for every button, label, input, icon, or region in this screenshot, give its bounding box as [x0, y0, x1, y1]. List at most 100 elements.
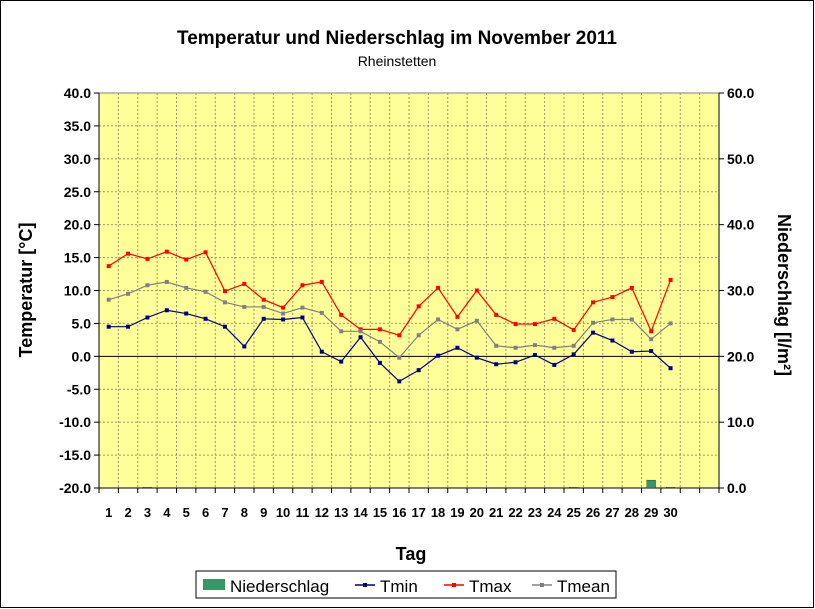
series-point-tmax	[339, 312, 344, 317]
legend-label-niederschlag: Niederschlag	[230, 577, 329, 596]
x-tick-label: 16	[392, 505, 406, 520]
y-tick-label: 10.0	[64, 283, 91, 299]
series-lines	[106, 249, 673, 384]
series-point-tmax	[203, 250, 208, 255]
series-point-tmean	[145, 283, 150, 288]
series-point-tmin	[222, 324, 227, 329]
series-point-tmax	[552, 316, 557, 321]
series-point-tmin	[164, 308, 169, 313]
series-point-tmin	[377, 360, 382, 365]
series-point-tmax	[416, 304, 421, 309]
x-tick-label: 10	[276, 505, 290, 520]
series-point-tmin	[513, 360, 518, 365]
axes: 40.035.030.025.020.015.010.05.00.0-5.0-1…	[59, 85, 754, 520]
x-tick-label: 13	[334, 505, 348, 520]
x-tick-label: 17	[411, 505, 425, 520]
y-tick-label: 35.0	[64, 118, 91, 134]
series-point-tmax	[319, 279, 324, 284]
y2-tick-label: 60.0	[727, 85, 754, 101]
x-tick-label: 2	[124, 505, 131, 520]
legend: Niederschlag Tmin Tmax Tmean	[203, 577, 610, 596]
series-point-tmean	[397, 355, 402, 360]
y-tick-label: 0.0	[72, 348, 92, 364]
precipitation-bar	[666, 487, 676, 489]
series-point-tmean	[668, 321, 673, 326]
series-point-tmin	[106, 324, 111, 329]
x-tick-label: 7	[221, 505, 228, 520]
series-point-tmin	[455, 345, 460, 350]
series-point-tmean	[358, 329, 363, 334]
precipitation-bar	[569, 487, 579, 489]
series-line-tmean	[108, 281, 671, 359]
x-tick-label: 29	[644, 505, 658, 520]
chart-subtitle: Rheinstetten	[358, 53, 437, 69]
series-point-tmean	[436, 317, 441, 322]
series-point-tmax	[300, 283, 305, 288]
y2-tick-label: 40.0	[727, 217, 754, 233]
y2-tick-label: 30.0	[727, 283, 754, 299]
x-tick-label: 22	[508, 505, 522, 520]
series-point-tmin	[184, 311, 189, 316]
series-point-tmax	[436, 285, 441, 290]
series-point-tmin	[397, 379, 402, 384]
series-point-tmean	[164, 279, 169, 284]
precipitation-bars	[142, 479, 676, 489]
series-point-tmax	[668, 277, 673, 282]
x-tick-label: 8	[241, 505, 248, 520]
y2-tick-label: 20.0	[727, 348, 754, 364]
x-tick-label: 3	[144, 505, 151, 520]
series-point-tmin	[300, 315, 305, 320]
series-point-tmean	[629, 317, 634, 322]
series-point-tmin	[532, 353, 537, 358]
x-tick-label: 25	[566, 505, 580, 520]
series-point-tmin	[610, 338, 615, 343]
y-tick-label: 20.0	[64, 217, 91, 233]
series-point-tmean	[532, 343, 537, 348]
series-point-tmean	[494, 343, 499, 348]
series-point-tmin	[358, 335, 363, 340]
series-point-tmax	[281, 305, 286, 310]
x-tick-label: 5	[183, 505, 190, 520]
y2-axis-label: Niederschlag [l/m²]	[774, 214, 794, 376]
series-point-tmax	[242, 281, 247, 286]
series-point-tmax	[397, 333, 402, 338]
legend-label-tmax: Tmax	[469, 577, 512, 596]
series-point-tmean	[591, 320, 596, 325]
chart-title: Temperatur und Niederschlag im November …	[177, 28, 617, 49]
y-tick-label: 40.0	[64, 85, 91, 101]
series-point-tmax	[474, 288, 479, 293]
series-point-tmin	[474, 355, 479, 360]
x-tick-label: 24	[547, 505, 562, 520]
x-tick-label: 18	[431, 505, 445, 520]
series-line-tmax	[108, 251, 672, 336]
series-point-tmax	[610, 295, 615, 300]
series-point-tmin	[339, 359, 344, 364]
series-point-tmin	[668, 366, 673, 371]
y-tick-label: 15.0	[64, 250, 91, 266]
series-point-tmean	[649, 337, 654, 342]
series-point-tmean	[222, 300, 227, 305]
series-point-tmean	[106, 297, 111, 302]
series-point-tmax	[261, 297, 266, 302]
x-tick-label: 20	[470, 505, 484, 520]
series-point-tmean	[552, 345, 557, 350]
series-point-tmax	[494, 312, 499, 317]
y-tick-label: -15.0	[59, 447, 91, 463]
legend-label-tmin: Tmin	[380, 577, 418, 596]
x-tick-label: 4	[163, 505, 171, 520]
y-tick-label: 30.0	[64, 151, 91, 167]
series-point-tmin	[649, 349, 654, 354]
series-point-tmin	[203, 316, 208, 321]
series-point-tmax	[649, 329, 654, 334]
series-point-tmean	[513, 345, 518, 350]
x-tick-label: 14	[353, 505, 368, 520]
series-point-tmin	[416, 368, 421, 373]
series-point-tmax	[591, 300, 596, 305]
precipitation-bar	[646, 479, 656, 489]
series-point-tmax	[513, 322, 518, 327]
series-point-tmin	[552, 362, 557, 367]
y-axis-label: Temperatur [°C]	[16, 223, 36, 358]
legend-marker-tmin	[363, 583, 367, 587]
x-tick-label: 28	[625, 505, 639, 520]
